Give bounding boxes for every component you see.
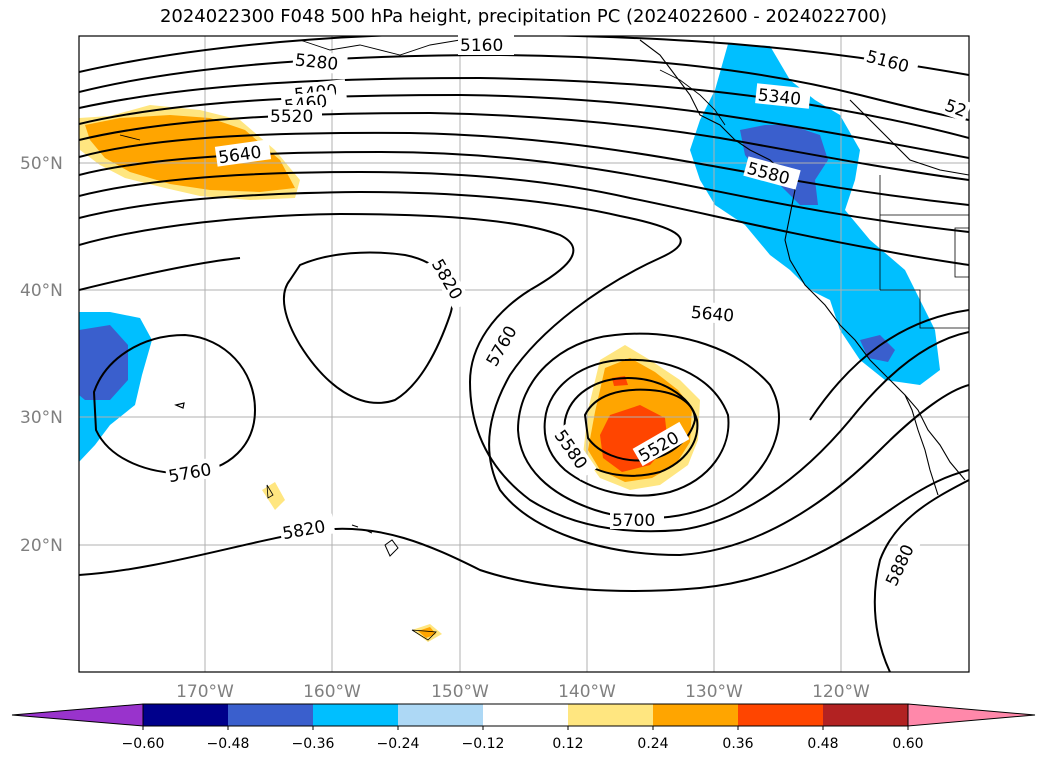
map-frame [78, 35, 970, 673]
lon-label: 140°W [558, 682, 616, 702]
colorbar-segment [398, 704, 483, 726]
graticule [79, 36, 969, 672]
contour-label: 5640 [690, 303, 735, 327]
lon-label: 170°W [176, 682, 234, 702]
colorbar-segment [483, 704, 568, 726]
height-contours [79, 36, 969, 672]
colorbar-segment [738, 704, 823, 726]
colorbar-segment [313, 704, 398, 726]
map-title: 2024022300 F048 500 hPa height, precipit… [159, 6, 888, 27]
contour-label: 5160 [460, 36, 503, 56]
lat-label: 40°N [20, 281, 63, 301]
colorbar-segment [143, 704, 228, 726]
colorbar-tick-label: −0.12 [462, 736, 505, 752]
colorbar: −0.60 −0.48 −0.36 −0.24 −0.12 0.12 0.24 0.36 0.4… [11, 703, 1036, 752]
colorbar-tick-label: −0.24 [377, 736, 420, 752]
colorbar-tick-label: −0.36 [292, 736, 335, 752]
lon-label: 150°W [431, 682, 489, 702]
latitude-labels: 50°N 40°N 30°N 20°N [20, 154, 63, 556]
precip-positive-blob-2-core [418, 627, 436, 638]
colorbar-segment [228, 704, 313, 726]
coastlines [119, 39, 969, 641]
colorbar-tick-label: 0.60 [892, 736, 923, 752]
precip-negative-core-west [79, 325, 128, 400]
colorbar-tick-label: −0.48 [207, 736, 250, 752]
colorbar-segment [823, 704, 908, 726]
lat-label: 20°N [20, 536, 63, 556]
lon-label: 130°W [685, 682, 743, 702]
longitude-labels: 170°W 160°W 150°W 140°W 130°W 120°W [176, 682, 870, 702]
colorbar-tick-label: 0.12 [552, 736, 583, 752]
precip-positive-blob-1 [262, 482, 285, 510]
lon-label: 120°W [812, 682, 870, 702]
colorbar-extend-low [11, 703, 144, 727]
lat-label: 50°N [20, 154, 63, 174]
colorbar-frame [142, 703, 909, 727]
contour-label: 5700 [612, 511, 655, 531]
contour-label: 5340 [757, 85, 802, 109]
precip-positive-nw [85, 115, 295, 192]
lat-label: 30°N [20, 408, 63, 428]
contour-label: 5280 [294, 50, 339, 74]
colorbar-segment [568, 704, 653, 726]
colorbar-extend-high [907, 703, 1036, 727]
lon-label: 160°W [303, 682, 361, 702]
colorbar-tick-label: 0.36 [722, 736, 753, 752]
colorbar-tick-label: −0.60 [122, 736, 165, 752]
colorbar-tick-label: 0.48 [807, 736, 838, 752]
contour-label: 5520 [270, 107, 313, 127]
colorbar-segment [653, 704, 738, 726]
colorbar-tick-label: 0.24 [637, 736, 668, 752]
